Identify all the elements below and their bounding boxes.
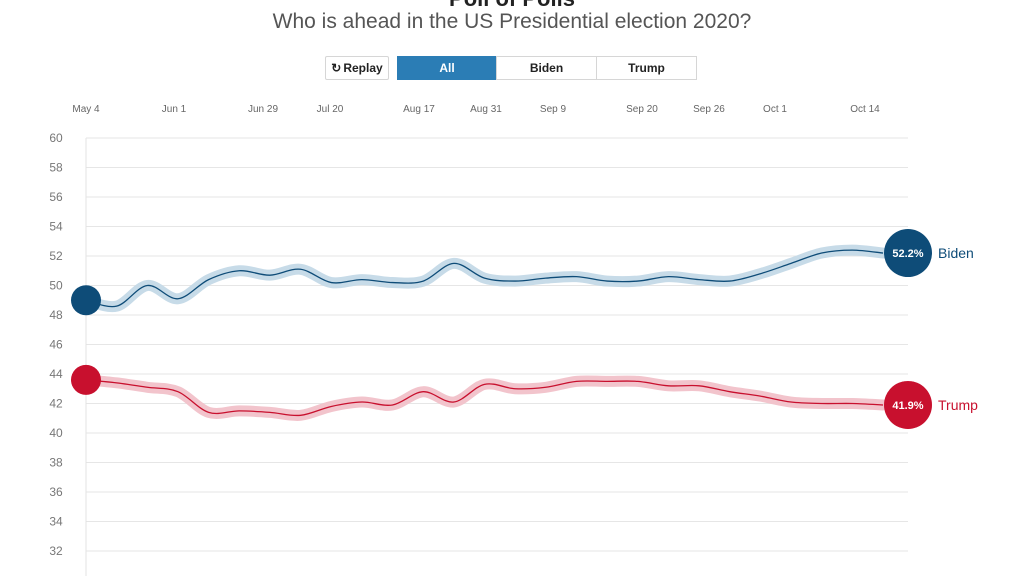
x-tick-label: Aug 17: [403, 104, 435, 115]
y-tick-label: 36: [49, 485, 63, 499]
y-tick-label: 42: [49, 397, 63, 411]
tab-all[interactable]: All: [397, 56, 497, 80]
biden-start-marker: [71, 285, 101, 316]
tab-biden[interactable]: Biden: [496, 56, 597, 80]
chart-subtitle: Who is ahead in the US Presidential elec…: [272, 10, 752, 33]
trump-end-marker[interactable]: [884, 380, 932, 429]
trump-start-marker: [71, 364, 101, 395]
replay-button[interactable]: ↻ Replay: [325, 56, 389, 80]
series-markers: 52.2% Biden 41.9% Trump: [71, 229, 978, 429]
y-tick-label: 46: [49, 338, 63, 352]
x-tick-label: Aug 31: [470, 104, 502, 115]
y-tick-labels: 60 58 56 54 52 50 48 46 44 42 40 38 36 34 32: [49, 131, 63, 558]
series-lines: [80, 244, 889, 421]
trump-end-value: 41.9%: [892, 400, 923, 412]
x-tick-label: Jun 29: [248, 104, 278, 115]
x-tick-label: Sep 20: [626, 104, 658, 115]
y-tick-label: 34: [49, 515, 63, 529]
y-tick-label: 38: [49, 456, 63, 470]
y-tick-label: 32: [49, 544, 63, 558]
trump-series-label: Trump: [938, 397, 978, 413]
biden-end-value: 52.2%: [892, 248, 923, 260]
x-tick-labels: May 4 Jun 1 Jun 29 Jul 20 Aug 17 Aug 31 Sep 9 S…: [72, 104, 880, 115]
x-tick-label: Oct 1: [763, 104, 787, 115]
chart-title: Poll of Polls: [0, 0, 1024, 10]
y-tick-label: 50: [49, 279, 63, 293]
x-tick-label: Jun 1: [162, 104, 187, 115]
gridlines: [86, 137, 908, 552]
x-tick-label: May 4: [72, 104, 100, 115]
y-tick-label: 54: [49, 220, 63, 234]
y-tick-label: 48: [49, 308, 63, 322]
x-tick-label: Sep 9: [540, 104, 567, 115]
biden-series-label: Biden: [938, 245, 974, 261]
x-tick-label: Oct 14: [850, 104, 880, 115]
tab-trump[interactable]: Trump: [596, 56, 697, 80]
trump-line: [85, 379, 884, 417]
y-tick-label: 44: [49, 367, 63, 381]
biden-line: [85, 249, 884, 308]
y-tick-label: 58: [49, 161, 63, 175]
x-tick-label: Sep 26: [693, 104, 725, 115]
y-tick-label: 52: [49, 249, 63, 263]
replay-icon: ↻: [331, 61, 342, 75]
y-tick-label: 40: [49, 426, 63, 440]
replay-label: Replay: [343, 61, 383, 75]
x-tick-label: Jul 20: [317, 104, 344, 115]
trump-confidence-band: [80, 374, 889, 421]
y-tick-label: 56: [49, 190, 63, 204]
y-tick-label: 60: [49, 131, 63, 145]
biden-end-marker[interactable]: [884, 229, 932, 278]
